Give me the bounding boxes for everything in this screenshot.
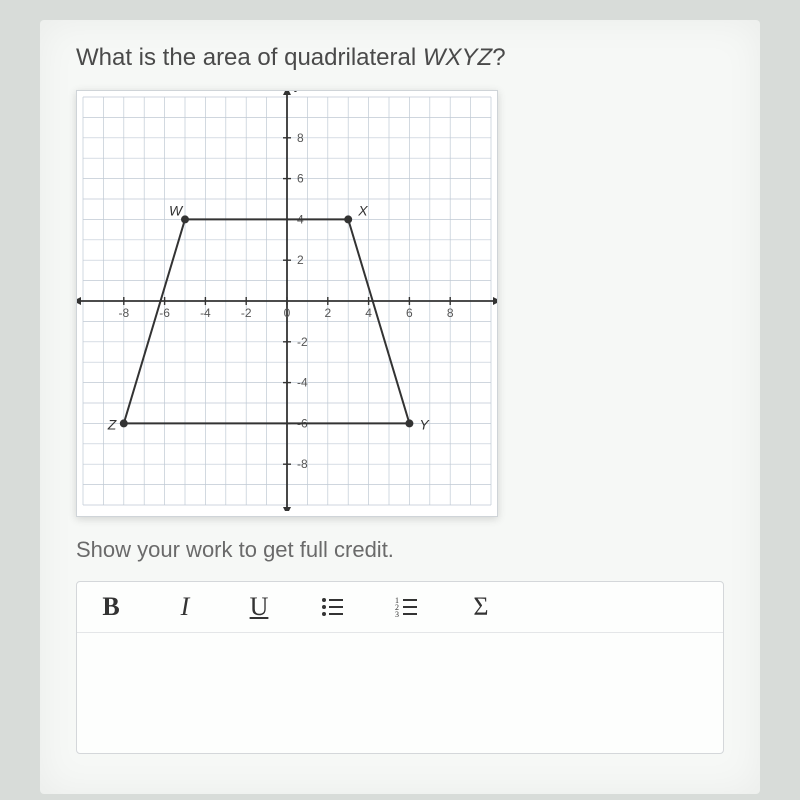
svg-text:-8: -8	[118, 306, 129, 320]
svg-text:-2: -2	[241, 306, 252, 320]
bullet-list-button[interactable]	[319, 596, 347, 618]
svg-text:8: 8	[297, 131, 304, 145]
svg-text:-2: -2	[297, 335, 308, 349]
graph-container: -8-6-4-202468-8-6-4-22468xyWXYZ	[76, 90, 498, 517]
question-prefix: What is the area of quadrilateral	[76, 44, 423, 71]
coordinate-graph: -8-6-4-202468-8-6-4-22468xyWXYZ	[77, 91, 497, 511]
svg-text:6: 6	[297, 172, 304, 186]
svg-text:2: 2	[324, 306, 331, 320]
underline-button[interactable]: U	[245, 592, 273, 622]
toolbar-row: B I U 1 2 3	[77, 582, 723, 633]
answer-input[interactable]	[77, 633, 723, 753]
svg-text:0: 0	[284, 306, 291, 320]
svg-text:W: W	[169, 202, 184, 218]
bold-button[interactable]: B	[97, 592, 125, 622]
svg-text:-8: -8	[297, 457, 308, 471]
svg-text:X: X	[357, 202, 368, 218]
svg-text:Z: Z	[107, 416, 117, 432]
svg-text:6: 6	[406, 306, 413, 320]
italic-button[interactable]: I	[171, 592, 199, 622]
svg-text:3: 3	[395, 610, 399, 618]
content-area: What is the area of quadrilateral WXYZ? …	[40, 20, 760, 794]
numbered-list-button[interactable]: 1 2 3	[393, 596, 421, 618]
question-suffix: ?	[492, 44, 505, 71]
question-italic: WXYZ	[423, 44, 492, 71]
svg-text:-6: -6	[159, 306, 170, 320]
svg-text:2: 2	[297, 253, 304, 267]
svg-text:-4: -4	[200, 306, 211, 320]
svg-text:8: 8	[447, 306, 454, 320]
svg-text:-4: -4	[297, 376, 308, 390]
question-text: What is the area of quadrilateral WXYZ?	[76, 44, 724, 72]
svg-text:y: y	[294, 91, 303, 92]
numbered-list-icon: 1 2 3	[395, 596, 419, 618]
editor-toolbar: B I U 1 2 3	[76, 581, 724, 754]
instructions-text: Show your work to get full credit.	[76, 537, 724, 563]
sigma-button[interactable]: Σ	[467, 592, 495, 622]
svg-text:4: 4	[365, 306, 372, 320]
bullet-list-icon	[321, 596, 345, 618]
